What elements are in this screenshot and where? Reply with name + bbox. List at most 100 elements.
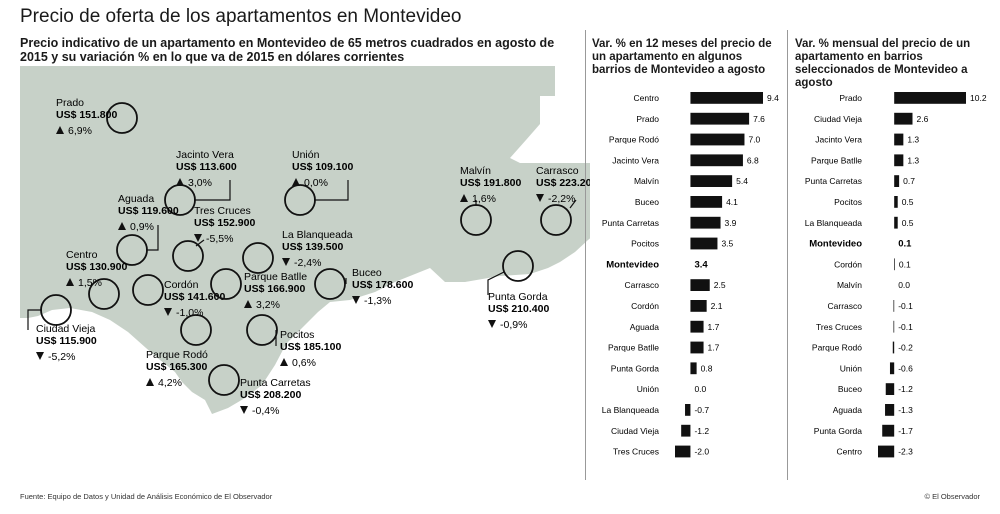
neighborhood-marker bbox=[246, 314, 278, 346]
neighborhood-variation: -5,5% bbox=[206, 233, 233, 245]
bar-category-label: La Blanqueada bbox=[805, 218, 862, 228]
bar bbox=[892, 341, 895, 354]
arrow-down-icon bbox=[36, 352, 44, 360]
neighborhood-name: Aguada bbox=[118, 193, 154, 205]
neighborhood-variation: -0,9% bbox=[500, 319, 527, 331]
bar-row: Montevideo 3.4 bbox=[606, 259, 708, 270]
neighborhood-name: Unión bbox=[292, 149, 320, 161]
bar-value-label: 1.3 bbox=[907, 135, 919, 145]
neighborhood-price: US$ 152.900 bbox=[194, 217, 255, 229]
bar bbox=[690, 92, 763, 104]
neighborhood-name: Punta Carretas bbox=[240, 377, 311, 389]
bar-category-label: Jacinto Vera bbox=[815, 135, 862, 145]
bar-value-label: 3.5 bbox=[721, 239, 733, 249]
neighborhood-variation: 3,0% bbox=[188, 177, 212, 189]
bar-value-label: 1.7 bbox=[708, 322, 720, 332]
bar-category-label: Unión bbox=[840, 363, 862, 373]
bar-category-label: Prado bbox=[839, 93, 862, 103]
bar-value-label: -1.7 bbox=[898, 426, 913, 436]
bar-value-label: 6.8 bbox=[747, 155, 759, 165]
bar-value-label: 0.5 bbox=[902, 197, 914, 207]
bar bbox=[894, 258, 895, 271]
leader-line bbox=[146, 225, 159, 251]
neighborhood-marker bbox=[540, 204, 572, 236]
neighborhood-variation: 0,6% bbox=[292, 357, 316, 369]
neighborhood-name: Tres Cruces bbox=[194, 205, 251, 217]
bar-value-label: 0.7 bbox=[903, 176, 915, 186]
bar bbox=[690, 279, 710, 291]
arrow-down-icon bbox=[352, 296, 360, 304]
bar-category-label: Cordón bbox=[631, 301, 659, 311]
bar-row: Aguada 1.7 bbox=[630, 320, 720, 333]
page-title: Precio de oferta de los apartamentos en … bbox=[20, 6, 462, 27]
bar-category-label: Unión bbox=[637, 384, 659, 394]
neighborhood-price: US$ 185.100 bbox=[280, 341, 341, 353]
bar-category-label: Buceo bbox=[635, 197, 659, 207]
bar bbox=[690, 175, 733, 187]
arrow-down-icon bbox=[240, 406, 248, 414]
bar-category-label: Pocitos bbox=[834, 197, 862, 207]
neighborhood-variation: -0,4% bbox=[252, 405, 279, 417]
arrow-down-icon bbox=[164, 308, 172, 316]
bar-value-label: -0.1 bbox=[898, 322, 913, 332]
bar-category-label: Buceo bbox=[838, 384, 862, 394]
bar bbox=[894, 154, 904, 167]
bar-row: Cordón 2.1 bbox=[631, 300, 723, 312]
neighborhood-marker bbox=[502, 250, 534, 282]
bar-category-label: Tres Cruces bbox=[816, 322, 862, 332]
bar-category-label: Ciudad Vieja bbox=[611, 426, 659, 436]
bar-row: Jacinto Vera 1.3 bbox=[815, 133, 919, 146]
bar bbox=[894, 175, 900, 187]
page-subtitle: Precio indicativo de un apartamento en M… bbox=[20, 36, 555, 64]
bar-category-label: Jacinto Vera bbox=[612, 155, 659, 165]
bar bbox=[681, 424, 691, 437]
neighborhood-marker bbox=[132, 274, 164, 306]
bar-value-label: 5.4 bbox=[736, 176, 748, 186]
bar-value-label: 4.1 bbox=[726, 197, 738, 207]
bar-row: Carrasco 2.5 bbox=[625, 279, 726, 291]
neighborhood-price: US$ 151.800 bbox=[56, 109, 117, 121]
bar-row: Unión -0.6 bbox=[840, 362, 913, 375]
bar-row: Unión 0.0 bbox=[637, 384, 707, 394]
neighborhood-marker bbox=[314, 268, 346, 300]
bar-value-label: 0.8 bbox=[701, 363, 713, 373]
bar-row: Prado 7.6 bbox=[636, 112, 765, 125]
neighborhood-variation: 3,2% bbox=[256, 299, 280, 311]
bar-value-label: 0.1 bbox=[898, 239, 912, 250]
bar-row: Parque Rodó -0.2 bbox=[812, 341, 913, 354]
bar-category-label: Centro bbox=[633, 93, 659, 103]
bar-row: Prado 10.2 bbox=[839, 92, 987, 104]
chart2-title: Var. % mensual del precio de un apartame… bbox=[795, 38, 971, 89]
neighborhood-name: Prado bbox=[56, 97, 84, 109]
bar-row: Carrasco -0.1 bbox=[828, 300, 913, 312]
bar-category-label: Aguada bbox=[630, 322, 660, 332]
neighborhood-marker bbox=[242, 242, 274, 274]
neighborhood-variation: 0,9% bbox=[130, 221, 154, 233]
bar-row: La Blanqueada 0.5 bbox=[805, 216, 914, 229]
bar-value-label: 0.0 bbox=[898, 280, 910, 290]
bar-category-label: Montevideo bbox=[606, 259, 659, 270]
neighborhood-price: US$ 130.900 bbox=[66, 261, 127, 273]
bar bbox=[893, 320, 895, 333]
bar-value-label: -0.1 bbox=[898, 301, 913, 311]
bar-category-label: Punta Carretas bbox=[805, 176, 862, 186]
leader-line bbox=[195, 239, 205, 247]
bar bbox=[894, 92, 966, 104]
bar-category-label: Ciudad Vieja bbox=[814, 114, 862, 124]
bar-row: Aguada -1.3 bbox=[833, 404, 913, 416]
bar-row: Buceo 4.1 bbox=[635, 196, 738, 208]
bar-row: La Blanqueada -0.7 bbox=[602, 404, 709, 416]
bar-value-label: 9.4 bbox=[767, 93, 779, 103]
bar-value-label: -1.2 bbox=[694, 426, 709, 436]
neighborhood-price: US$ 210.400 bbox=[488, 303, 549, 315]
neighborhood-variation: 1,6% bbox=[472, 193, 496, 205]
neighborhood-name: Punta Gorda bbox=[488, 291, 548, 303]
